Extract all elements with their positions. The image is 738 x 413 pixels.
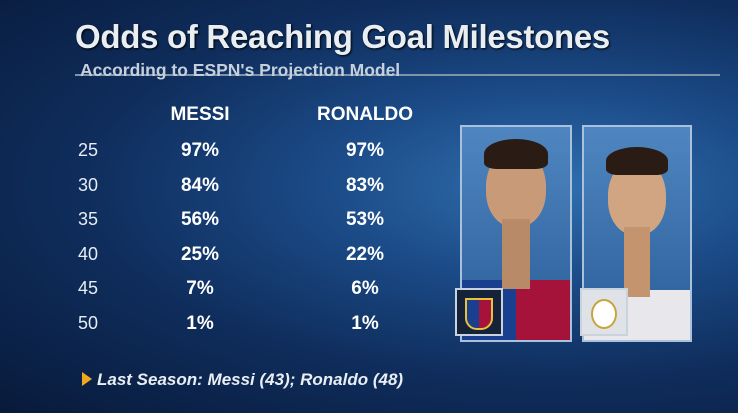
ronaldo-odds-cell: 22% [345,243,385,265]
milestone-label: 25 [78,140,99,160]
milestone-label: 35 [78,209,99,230]
real-madrid-crest-icon [580,288,628,336]
messi-odds-cell: 84% [180,174,220,196]
page-title: Odds of Reaching Goal Milestones [75,18,610,55]
messi-odds-cell: 25% [180,243,220,265]
messi-odds-cell: 7% [186,278,214,300]
column-header-ronaldo: RONALDO [316,104,414,125]
page-subtitle: According to ESPN's Projection Model [80,60,401,80]
milestone-label: 40 [78,243,99,264]
ronaldo-odds-cell: 53% [345,209,385,231]
ronaldo-odds-cell: 83% [345,174,385,196]
messi-odds-cell: 97% [180,140,220,161]
title-divider [75,74,720,76]
ronaldo-odds-cell: 6% [351,278,379,300]
column-header-messi: MESSI [170,104,230,125]
milestone-label: 50 [78,313,99,333]
milestone-label: 30 [78,174,99,195]
messi-odds-cell: 56% [180,209,220,231]
barcelona-crest-icon [455,288,503,336]
messi-odds-cell: 1% [186,313,214,334]
ronaldo-odds-cell: 97% [345,140,385,161]
bullet-arrow-icon [82,372,92,386]
milestone-label: 45 [78,278,99,299]
ronaldo-odds-cell: 1% [351,313,379,334]
footer-note: Last Season: Messi (43); Ronaldo (48) [97,370,404,389]
